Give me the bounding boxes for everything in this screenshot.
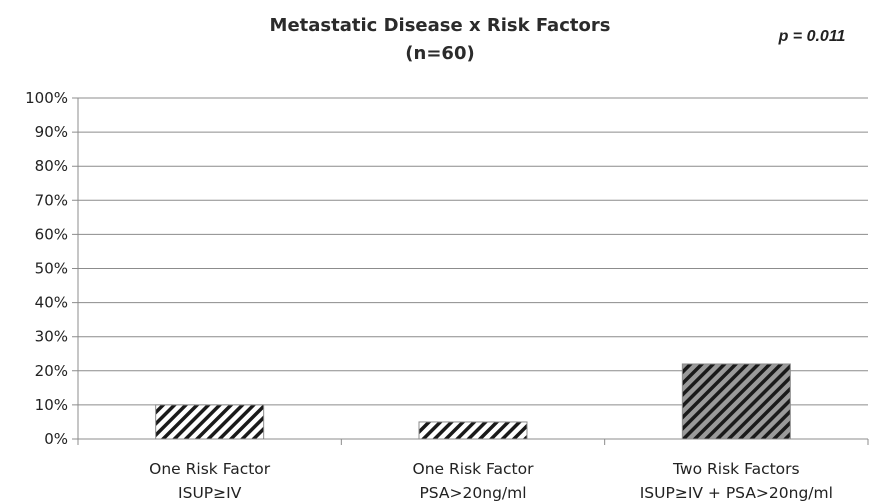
y-tick-label: 30% xyxy=(35,328,68,346)
bars xyxy=(155,363,791,440)
p-value-annotation: p = 0.011 xyxy=(778,28,846,45)
chart-subtitle: (n=60) xyxy=(405,43,474,64)
y-tick-label: 100% xyxy=(25,89,68,107)
y-tick-label: 60% xyxy=(35,225,68,243)
category-label-line2: PSA>20ng/ml xyxy=(419,484,526,502)
category-label-line1: Two Risk Factors xyxy=(672,460,800,478)
bar xyxy=(418,421,528,440)
category-label-line2: ISUP≥IV + PSA>20ng/ml xyxy=(640,484,833,502)
chart-title: Metastatic Disease x Risk Factors xyxy=(270,15,611,36)
gridlines xyxy=(72,97,868,406)
bar xyxy=(155,404,265,440)
category-label-line2: ISUP≥IV xyxy=(178,484,242,502)
bar xyxy=(681,363,791,440)
y-tick-label: 40% xyxy=(35,294,68,312)
y-tick-label: 80% xyxy=(35,157,68,175)
y-tick-label: 70% xyxy=(35,191,68,209)
category-label-line1: One Risk Factor xyxy=(149,460,271,478)
category-label-line1: One Risk Factor xyxy=(413,460,535,478)
y-tick-label: 20% xyxy=(35,362,68,380)
y-axis-tick-labels: 0% 10% 20% 30% 40% 50% 60% 70% 80% 90% 100% xyxy=(25,89,68,448)
y-tick-label: 0% xyxy=(44,430,68,448)
y-tick-label: 90% xyxy=(35,123,68,141)
y-tick-label: 10% xyxy=(35,396,68,414)
y-tick-label: 50% xyxy=(35,260,68,278)
x-axis-category-labels: One Risk Factor ISUP≥IV One Risk Factor PSA… xyxy=(149,460,833,502)
